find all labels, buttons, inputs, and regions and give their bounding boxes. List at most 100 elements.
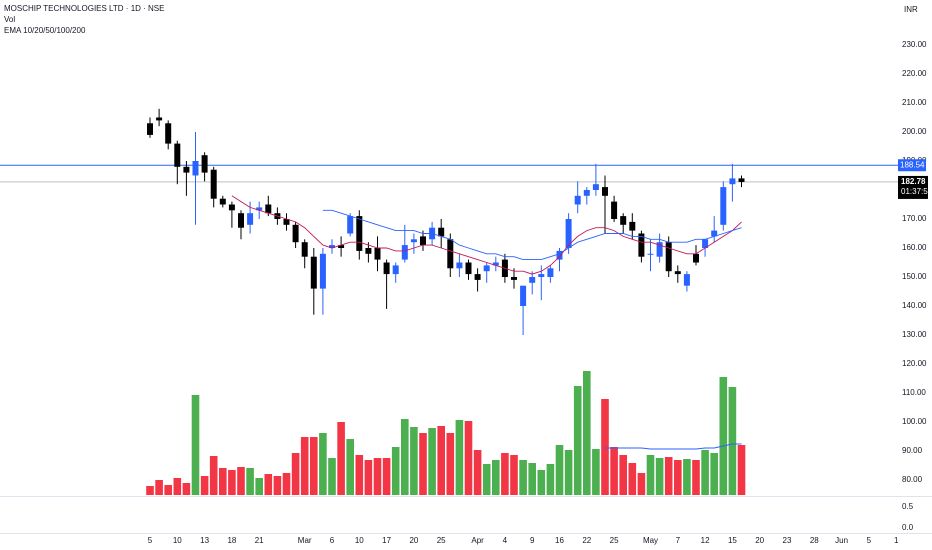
x-tick-label: 4 (503, 536, 508, 545)
countdown-label: 01:37:56 (901, 187, 932, 196)
candle-body (711, 230, 718, 237)
x-tick-label: 20 (409, 536, 418, 545)
volume-bar (155, 480, 163, 495)
candle-body (410, 239, 417, 243)
x-tick-label: 17 (382, 536, 391, 545)
candle-body (474, 274, 481, 280)
volume-bar (419, 433, 427, 495)
candle-body (629, 221, 636, 231)
candle-body (483, 265, 490, 272)
volume-bar (555, 445, 564, 495)
candle-body (374, 248, 381, 260)
volume-bar (473, 450, 482, 495)
x-tick-label: 20 (755, 536, 764, 545)
candle-body (365, 248, 372, 254)
volume-bar (583, 371, 591, 495)
x-tick-label: 16 (555, 536, 564, 545)
volume-bar (728, 387, 737, 495)
x-tick-label: 22 (582, 536, 591, 545)
volume-bar (264, 474, 273, 495)
volume-bar (482, 464, 491, 495)
indicator-label: EMA 10/20/50/100/200 (4, 26, 86, 35)
candle-body (620, 216, 627, 225)
candle-body (219, 198, 226, 205)
y-tick-label: 200.00 (902, 127, 927, 136)
y-tick-label: 80.00 (902, 475, 923, 484)
volume-bar (710, 453, 718, 495)
volume-bar (537, 470, 546, 495)
y-tick-label: 120.00 (902, 359, 927, 368)
level-label-box (898, 159, 926, 172)
candle-body (401, 245, 408, 260)
y-tick-label: 90.00 (902, 446, 923, 455)
volume-bar (282, 473, 291, 495)
candle-body (720, 187, 727, 225)
x-tick-label: 9 (530, 536, 535, 545)
x-tick-label: 12 (701, 536, 710, 545)
candle-body (238, 213, 244, 228)
candle-body (192, 161, 199, 176)
candle-body (683, 274, 690, 286)
volume-bar (637, 473, 646, 495)
volume-bar (182, 483, 191, 495)
level-label: 188.54 (900, 160, 925, 169)
candle-body (301, 242, 308, 257)
y-tick-label: 230.00 (902, 40, 927, 49)
x-tick-label: 18 (227, 536, 236, 545)
y-tick-label: 150.00 (902, 272, 927, 281)
candle-body (656, 242, 663, 257)
volume-bar (464, 421, 473, 495)
volume-bar (346, 439, 354, 495)
volume-bar (674, 460, 682, 495)
candle-body (183, 166, 190, 173)
candle-body (147, 123, 153, 135)
y-tick-label: 170.00 (902, 214, 927, 223)
y-tick-label: 130.00 (902, 330, 927, 339)
candle-body (511, 277, 517, 280)
candle-body (174, 143, 181, 167)
price-label-box (898, 175, 928, 199)
x-tick-label: 5 (867, 536, 872, 545)
indicator-label: Vol (4, 15, 15, 24)
candle-body (738, 178, 745, 182)
candle-body (156, 117, 163, 121)
volume-bar (209, 456, 218, 495)
candle-body (201, 155, 208, 173)
volume-bar (683, 459, 691, 495)
candle-body (529, 277, 536, 283)
candle-body (647, 253, 654, 255)
volume-bar (592, 449, 600, 495)
volume-bar (692, 460, 700, 495)
volume-bar (382, 458, 391, 495)
candle-body (165, 123, 172, 144)
volume-bar (273, 476, 282, 495)
candle-body (265, 204, 272, 214)
ema-line (231, 195, 742, 275)
currency: INR (904, 5, 918, 14)
x-tick-label: Jun (835, 536, 848, 545)
x-tick-label: 28 (810, 536, 819, 545)
candle-body (310, 256, 317, 289)
candle-body (674, 271, 681, 275)
candle-body (611, 201, 618, 219)
volume-bar (173, 478, 182, 495)
candle-body (565, 219, 572, 248)
candle-body (729, 178, 736, 185)
volume-bar (300, 437, 309, 495)
candle-body (383, 262, 390, 275)
volume-bar (528, 463, 536, 495)
x-tick-label: Mar (298, 536, 312, 545)
y-tick-label: 110.00 (902, 388, 926, 397)
volume-bar (492, 460, 500, 495)
candle-body (574, 195, 581, 205)
x-tick-label: 6 (330, 536, 335, 545)
candle-body (256, 207, 263, 211)
volume-bar (200, 476, 209, 495)
candle-body (392, 265, 399, 275)
volume-bar (364, 460, 373, 495)
candle-body (356, 216, 363, 251)
volume-bar (546, 464, 555, 495)
volume-bar (319, 433, 327, 495)
candle-body (438, 227, 445, 237)
